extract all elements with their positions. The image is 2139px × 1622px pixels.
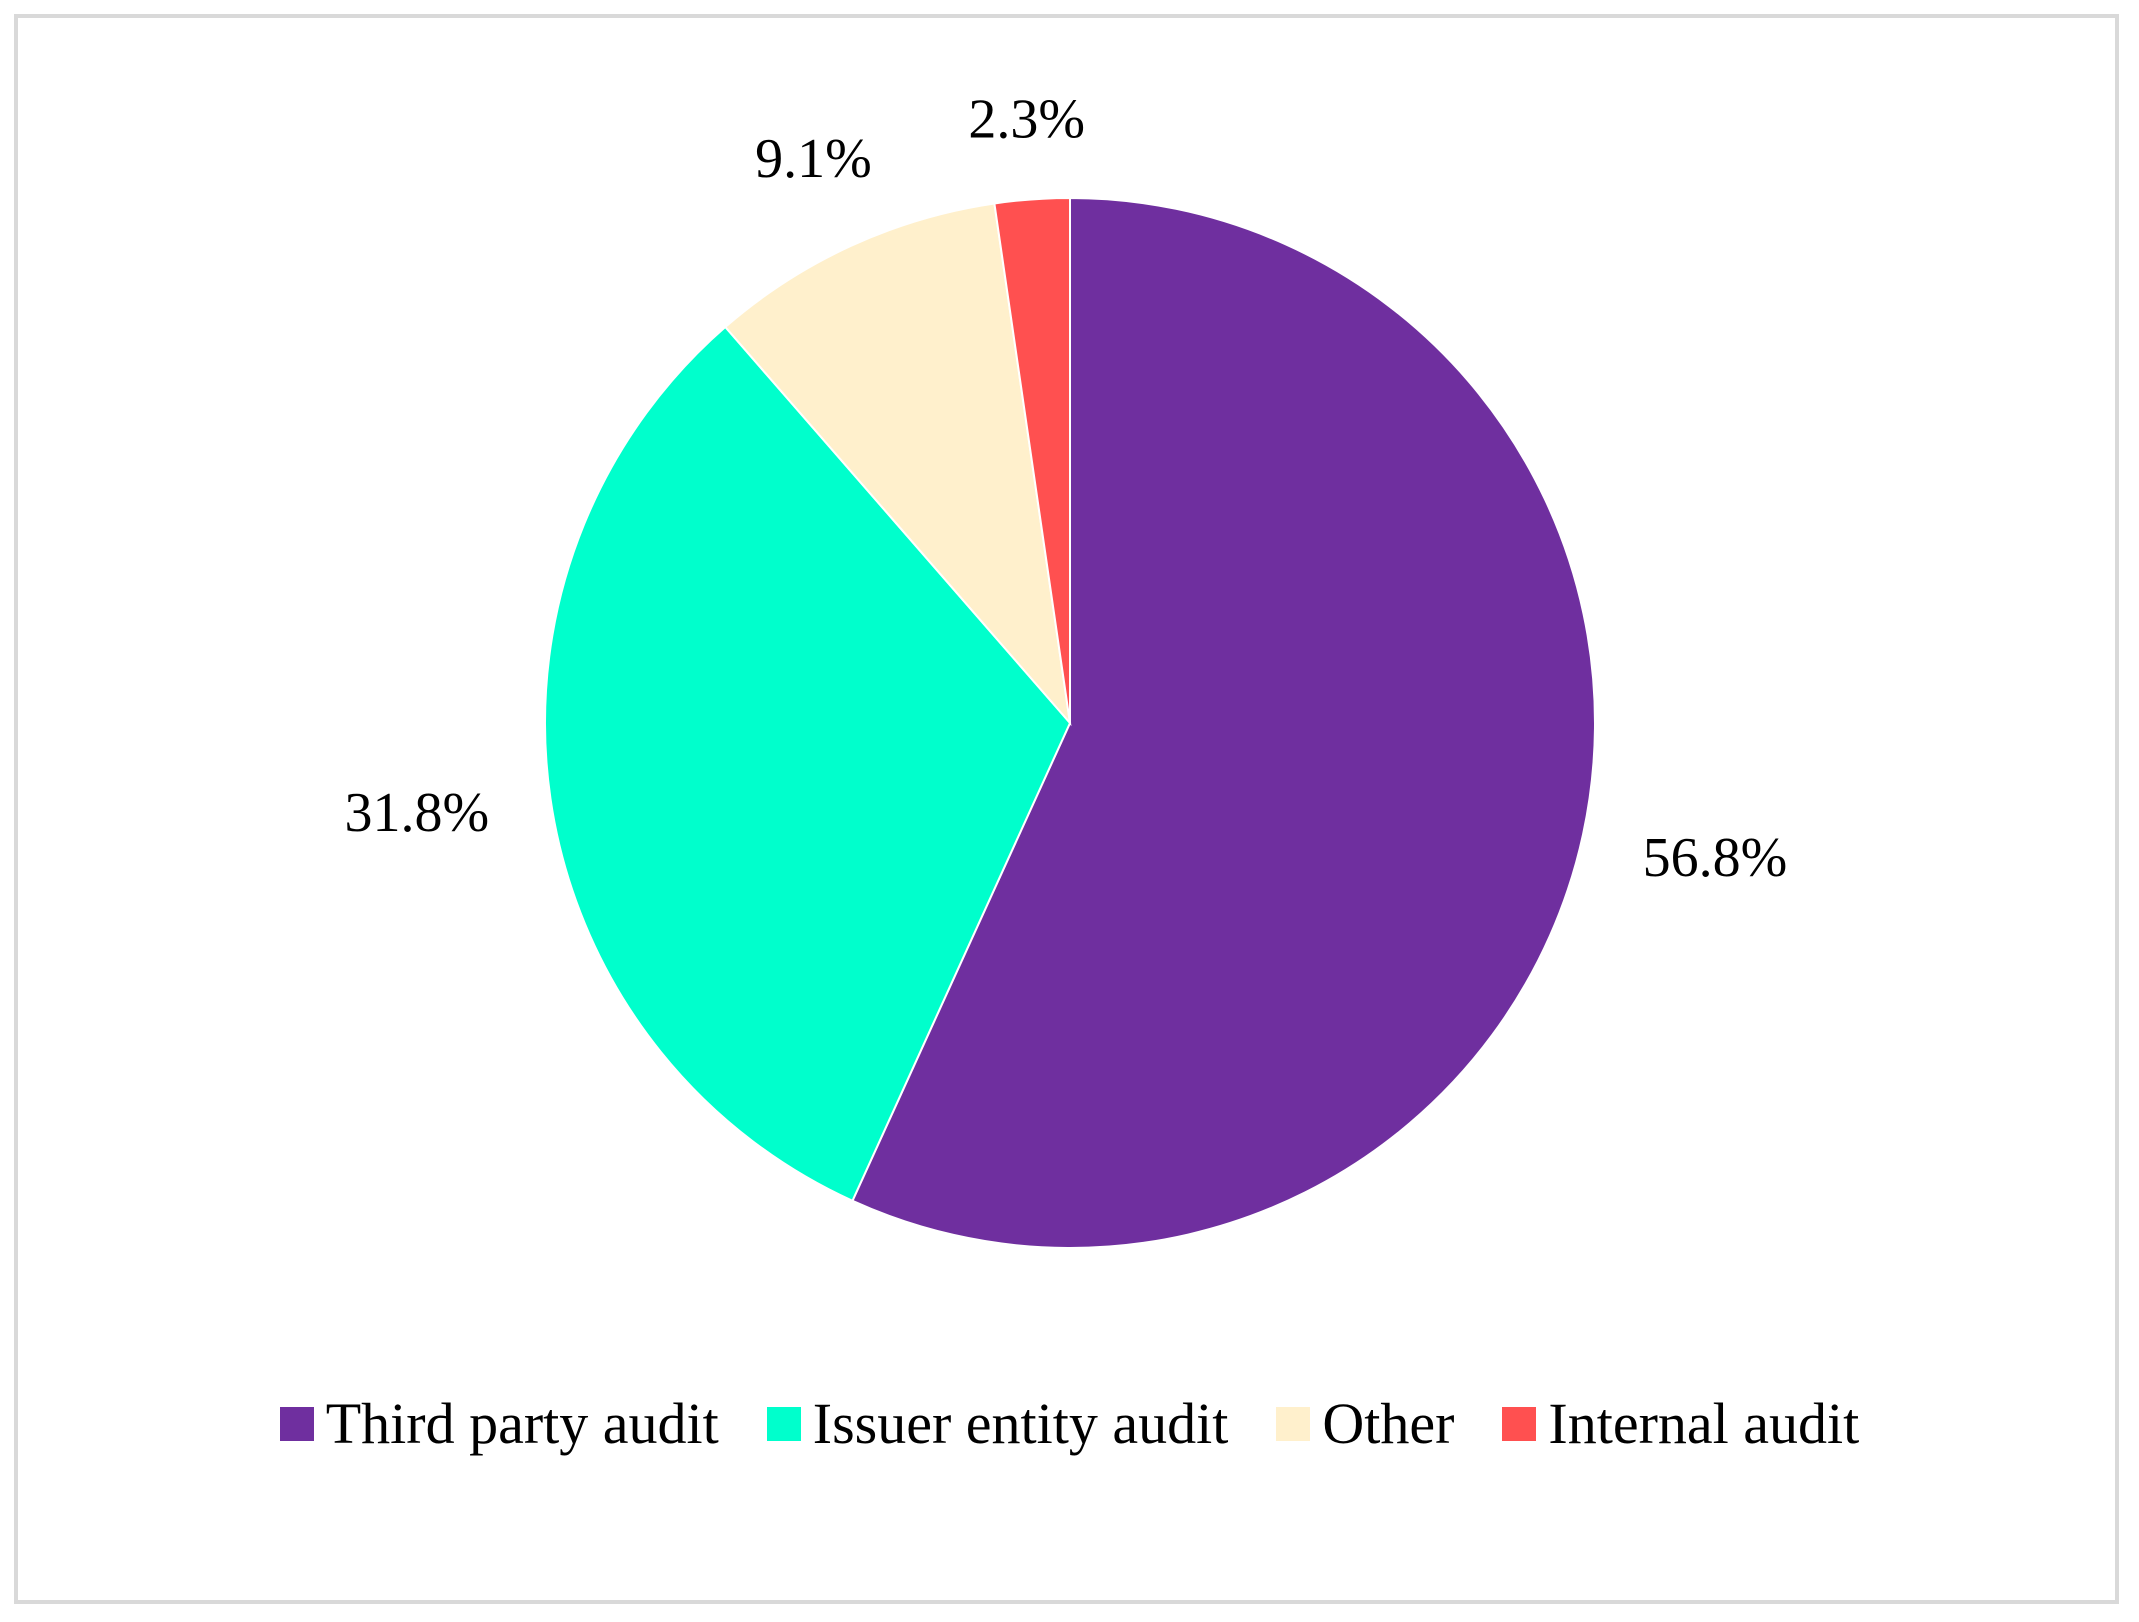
legend-swatch bbox=[279, 1406, 314, 1441]
legend-item-third-party-audit: Third party audit bbox=[279, 1390, 719, 1457]
data-label-other: 9.1% bbox=[755, 128, 872, 190]
legend-label: Issuer entity audit bbox=[812, 1391, 1229, 1456]
data-label-issuer-entity-audit: 31.8% bbox=[345, 782, 490, 844]
legend-swatch bbox=[1502, 1406, 1537, 1441]
pie-slices bbox=[544, 196, 1596, 1249]
pie-labels: 56.8% 31.8% 9.1% 2.3% bbox=[345, 88, 1788, 888]
data-label-third-party-audit: 56.8% bbox=[1643, 827, 1788, 889]
legend-swatch bbox=[1276, 1406, 1311, 1441]
data-label-internal-audit: 2.3% bbox=[968, 88, 1085, 150]
legend-item-issuer-entity-audit: Issuer entity audit bbox=[766, 1390, 1229, 1457]
legend-item-internal-audit: Internal audit bbox=[1502, 1390, 1859, 1457]
legend-label: Internal audit bbox=[1548, 1391, 1860, 1456]
legend-item-other: Other bbox=[1276, 1390, 1454, 1457]
chart-legend: Third party audit Issuer entity audit Othe… bbox=[0, 1390, 2139, 1457]
legend-swatch bbox=[766, 1406, 801, 1441]
pie-slice-third-party-audit bbox=[851, 196, 1596, 1249]
pie-slice-issuer-entity-audit bbox=[544, 325, 1072, 1203]
legend-label: Other bbox=[1322, 1391, 1455, 1456]
pie-slice-internal-audit bbox=[993, 196, 1071, 724]
pie-slice-other bbox=[723, 202, 1072, 727]
legend-label: Third party audit bbox=[325, 1391, 719, 1456]
